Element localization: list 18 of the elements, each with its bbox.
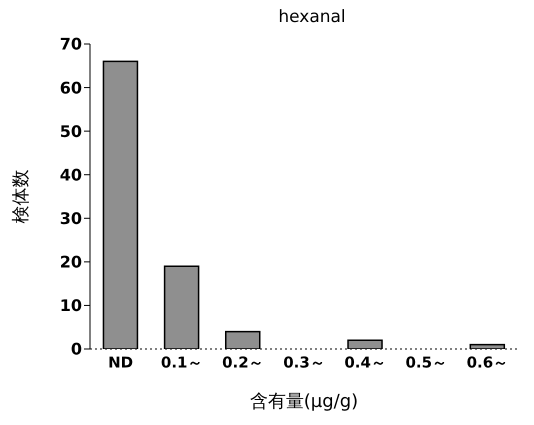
x-tick-label: 0.5～ bbox=[405, 354, 448, 372]
y-tick-label: 40 bbox=[60, 165, 82, 184]
y-tick-label: 0 bbox=[70, 340, 82, 359]
y-tick-label: 70 bbox=[60, 34, 82, 54]
x-tick-label: ND bbox=[108, 354, 134, 372]
y-tick-label: 30 bbox=[60, 208, 82, 228]
chart-title: hexanal bbox=[278, 7, 346, 27]
y-axis-title: 検体数 bbox=[10, 170, 32, 224]
x-tick-label: 0.2～ bbox=[222, 354, 264, 372]
x-tick-label: 0.3～ bbox=[283, 354, 325, 372]
x-axis-title: 含有量(μg/g) bbox=[250, 391, 358, 412]
y-tick-label: 60 bbox=[60, 78, 82, 98]
y-tick-label: 10 bbox=[60, 296, 82, 316]
x-tick-label: 0.4～ bbox=[344, 354, 386, 372]
y-tick-label: 20 bbox=[60, 252, 82, 272]
y-tick-label: 50 bbox=[60, 122, 82, 141]
x-tick-label: 0.6～ bbox=[466, 354, 508, 372]
x-tick-label: 0.1～ bbox=[160, 354, 203, 372]
